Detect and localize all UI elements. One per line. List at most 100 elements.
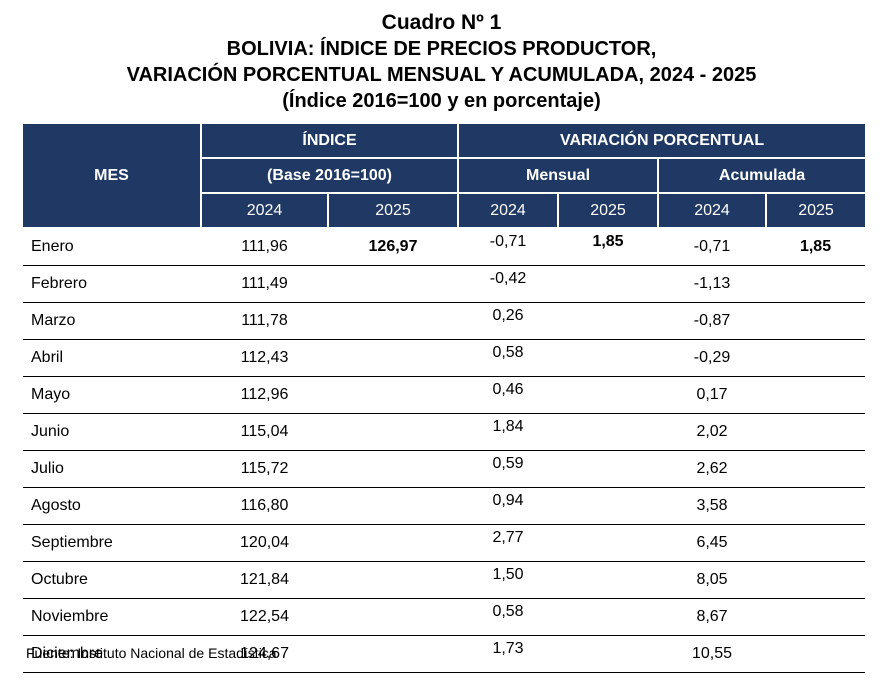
cell-indice-2024: 124,67 — [201, 635, 328, 673]
header-mes: MES — [23, 124, 201, 229]
cell-indice-2025 — [328, 376, 459, 414]
cell-mensual-2024: 1,50 — [458, 561, 559, 599]
cell-indice-2024: 115,04 — [201, 413, 328, 451]
cell-mensual-2024: -0,42 — [458, 265, 559, 303]
cell-indice-2025 — [328, 598, 459, 636]
cell-mensual-2024: 0,58 — [458, 339, 559, 377]
cell-mensual-2025 — [558, 376, 659, 414]
table-caption: Cuadro Nº 1 BOLIVIA: ÍNDICE DE PRECIOS P… — [0, 10, 883, 114]
header-acumulada: Acumulada — [657, 158, 866, 194]
table-number: Cuadro Nº 1 — [381, 11, 502, 34]
table-row: Noviembre 122,54 0,58 8,67 — [23, 598, 866, 636]
cell-indice-2025 — [328, 265, 459, 303]
cell-mensual-2025 — [558, 339, 659, 377]
table-row: Febrero 111,49 -0,42 -1,13 — [23, 265, 866, 303]
cell-acumulada-2025 — [766, 413, 866, 451]
cell-mensual-2025 — [558, 302, 659, 340]
cell-acumulada-2024: 10,55 — [658, 635, 767, 673]
table-row: Agosto 116,80 0,94 3,58 — [23, 487, 866, 525]
cell-mensual-2024: 0,46 — [458, 376, 559, 414]
cell-indice-2024: 121,84 — [201, 561, 328, 599]
cell-indice-2024: 115,72 — [201, 450, 328, 488]
table-row: Abril 112,43 0,58 -0,29 — [23, 339, 866, 377]
table-title: BOLIVIA: ÍNDICE DE PRECIOS PRODUCTOR, — [226, 38, 657, 60]
cell-mensual-2024: 1,73 — [458, 635, 559, 673]
cell-indice-2025 — [328, 413, 459, 451]
cell-acumulada-2025 — [766, 302, 866, 340]
cell-acumulada-2024: 6,45 — [658, 524, 767, 562]
cell-indice-2025 — [328, 450, 459, 488]
cell-mensual-2025 — [558, 450, 659, 488]
cell-mensual-2025 — [558, 524, 659, 562]
cell-acumulada-2024: 2,02 — [658, 413, 767, 451]
table-row: Junio 115,04 1,84 2,02 — [23, 413, 866, 451]
cell-mes: Julio — [23, 450, 201, 488]
cell-acumulada-2024: 8,05 — [658, 561, 767, 599]
cell-acumulada-2024: -0,71 — [658, 228, 767, 266]
table-row: Mayo 112,96 0,46 0,17 — [23, 376, 866, 414]
cell-mes: Enero — [23, 228, 201, 266]
cell-mes: Abril — [23, 339, 201, 377]
cell-indice-2024: 120,04 — [201, 524, 328, 562]
header-mensual-2025: 2025 — [557, 193, 659, 229]
cell-acumulada-2025 — [766, 376, 866, 414]
cell-acumulada-2025 — [766, 339, 866, 377]
cell-acumulada-2024: 3,58 — [658, 487, 767, 525]
table-row: Enero 111,96 126,97 -0,71 1,85 -0,71 1,85 — [23, 228, 866, 266]
cell-indice-2024: 122,54 — [201, 598, 328, 636]
header-mensual: Mensual — [457, 158, 659, 194]
cell-mes: Octubre — [23, 561, 201, 599]
cell-mes: Septiembre — [23, 524, 201, 562]
cell-mensual-2024: 2,77 — [458, 524, 559, 562]
cell-acumulada-2025 — [766, 487, 866, 525]
cell-acumulada-2025 — [766, 635, 866, 673]
header-indice-2025: 2025 — [326, 193, 459, 229]
cell-acumulada-2024: -0,87 — [658, 302, 767, 340]
header-base: (Base 2016=100) — [199, 158, 459, 194]
header-indice: ÍNDICE — [199, 124, 459, 159]
cell-mensual-2025 — [558, 561, 659, 599]
cell-acumulada-2025 — [766, 524, 866, 562]
cell-indice-2024: 112,43 — [201, 339, 328, 377]
cell-indice-2025 — [328, 339, 459, 377]
cell-acumulada-2024: 8,67 — [658, 598, 767, 636]
cell-indice-2024: 112,96 — [201, 376, 328, 414]
cell-indice-2024: 111,96 — [201, 228, 328, 266]
header-mensual-2024: 2024 — [457, 193, 559, 229]
table-subtitle: VARIACIÓN PORCENTUAL MENSUAL Y ACUMULADA… — [126, 64, 757, 86]
header-indice-2024: 2024 — [200, 193, 328, 229]
table-row: Julio 115,72 0,59 2,62 — [23, 450, 866, 488]
cell-mensual-2025 — [558, 487, 659, 525]
cell-mensual-2025 — [558, 265, 659, 303]
cell-indice-2024: 111,78 — [201, 302, 328, 340]
cell-mensual-2024: 0,58 — [458, 598, 559, 636]
cell-mensual-2024: 0,26 — [458, 302, 559, 340]
cell-indice-2025 — [328, 524, 459, 562]
cell-indice-2024: 116,80 — [201, 487, 328, 525]
cell-mensual-2025 — [558, 413, 659, 451]
cell-indice-2025: 126,97 — [328, 228, 459, 266]
cell-mensual-2025 — [558, 598, 659, 636]
cell-indice-2025 — [328, 487, 459, 525]
source-note: Fuente: Instituto Nacional de Estadístic… — [26, 645, 277, 661]
cell-mes: Agosto — [23, 487, 201, 525]
header-variacion: VARIACIÓN PORCENTUAL — [457, 124, 866, 159]
cell-acumulada-2025 — [766, 561, 866, 599]
cell-mensual-2024: 0,94 — [458, 487, 559, 525]
cell-mes: Noviembre — [23, 598, 201, 636]
cell-indice-2025 — [328, 561, 459, 599]
cell-mensual-2025: 1,85 — [558, 228, 659, 266]
cell-acumulada-2024: -1,13 — [658, 265, 767, 303]
price-index-table: MES ÍNDICE VARIACIÓN PORCENTUAL (Base 20… — [23, 124, 866, 673]
cell-indice-2025 — [328, 635, 459, 673]
cell-acumulada-2025 — [766, 265, 866, 303]
cell-mensual-2024: 0,59 — [458, 450, 559, 488]
cell-acumulada-2025 — [766, 450, 866, 488]
cell-acumulada-2024: 2,62 — [658, 450, 767, 488]
table-body: Enero 111,96 126,97 -0,71 1,85 -0,71 1,85 Febre… — [23, 228, 866, 673]
table-row: Octubre 121,84 1,50 8,05 — [23, 561, 866, 599]
cell-mensual-2024: 1,84 — [458, 413, 559, 451]
table-row: Diciembre 124,67 1,73 10,55 — [23, 635, 866, 673]
cell-mes: Febrero — [23, 265, 201, 303]
table-units: (Índice 2016=100 y en porcentaje) — [282, 90, 601, 112]
